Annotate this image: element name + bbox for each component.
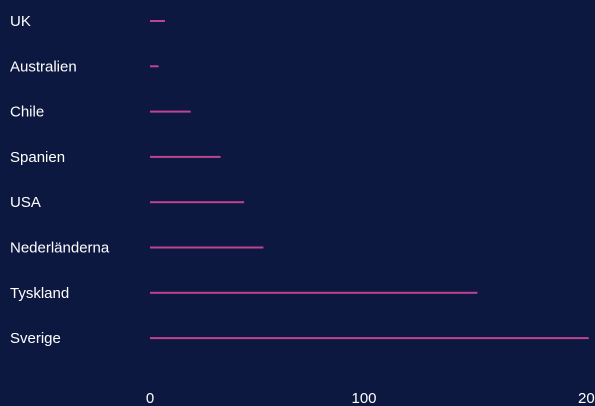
bar-australien — [150, 65, 159, 68]
x-tick-label-100: 100 — [351, 390, 376, 406]
category-label-australien: Australien — [10, 58, 77, 75]
x-tick-label-0: 0 — [146, 390, 154, 406]
category-label-tyskland: Tyskland — [10, 285, 69, 302]
bar-sverige — [150, 337, 589, 340]
category-label-uk: UK — [10, 13, 31, 30]
bar-uk — [150, 20, 165, 22]
x-tick-label-200: 200 — [578, 390, 595, 406]
category-label-sverige: Sverige — [10, 330, 61, 347]
bars — [150, 20, 589, 340]
category-label-spanien: Spanien — [10, 149, 65, 166]
bar-nederlanderna — [150, 246, 264, 249]
x-axis-ticks: 0 100 200 — [146, 390, 595, 406]
bar-spanien — [150, 155, 221, 158]
bar-usa — [150, 201, 245, 204]
category-label-nederlanderna: Nederländerna — [10, 240, 110, 257]
bar-chile — [150, 110, 191, 113]
bar-tyskland — [150, 291, 478, 294]
category-labels: UK Australien Chile Spanien USA Nederländerna… — [10, 13, 110, 347]
category-label-chile: Chile — [10, 104, 44, 121]
category-label-usa: USA — [10, 194, 41, 211]
